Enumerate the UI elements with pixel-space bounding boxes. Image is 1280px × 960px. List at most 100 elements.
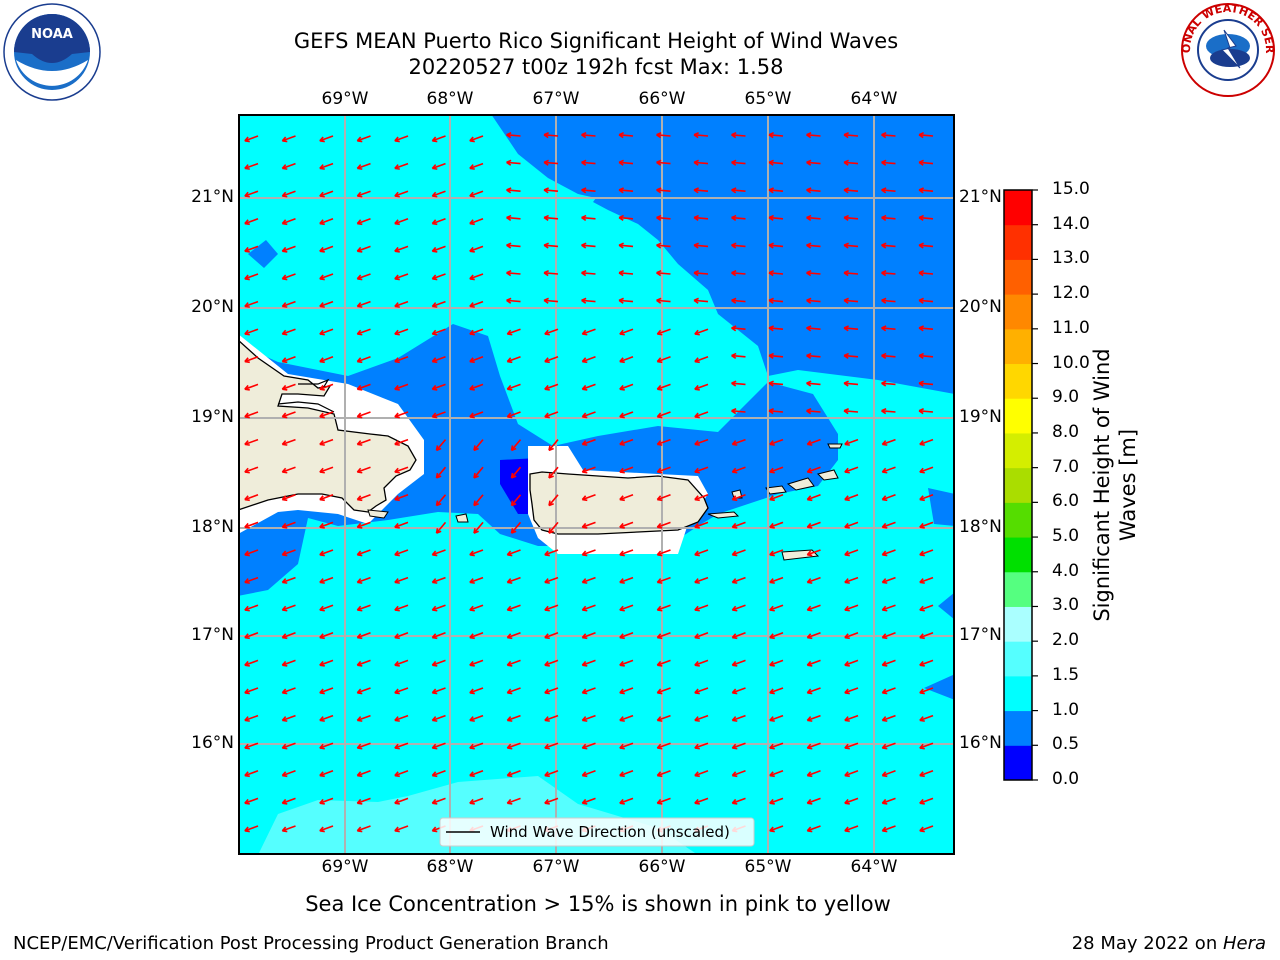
virgin-islands (765, 443, 843, 495)
wind-arrow (469, 770, 484, 777)
wind-arrow (244, 659, 259, 666)
lat-right-tick: 20°N (959, 297, 1002, 317)
wind-arrow (357, 328, 371, 335)
wind-arrow-head (431, 357, 437, 363)
wind-arrow (282, 162, 296, 170)
colorbar-tick-label: 9.0 (1052, 387, 1080, 408)
wind-arrow-head (806, 159, 812, 164)
wind-arrow (432, 273, 446, 280)
wind-arrow-head (319, 191, 324, 197)
wind-arrow-head (694, 412, 699, 418)
wind-arrow-head (731, 550, 737, 556)
wind-arrow (694, 659, 709, 666)
wind-arrow (432, 245, 446, 252)
wind-arrow (469, 742, 484, 749)
wind-arrow-head (281, 467, 287, 473)
wind-arrow (581, 161, 596, 165)
wind-arrow-head (618, 214, 624, 219)
wind-arrow (844, 687, 859, 694)
wind-arrow (319, 604, 334, 611)
wind-arrow-head (881, 187, 887, 191)
wind-arrow (507, 632, 521, 639)
wind-arrow-head (806, 798, 812, 804)
wind-arrow-head (769, 440, 774, 445)
wind-arrow-head (693, 297, 699, 302)
wind-arrow-head (731, 633, 737, 639)
wind-arrow (657, 770, 671, 777)
wind-arrow-head (469, 384, 474, 390)
wind-arrow (844, 521, 859, 528)
wind-arrow-head (694, 440, 699, 445)
wind-arrow (731, 216, 746, 220)
wind-arrow (918, 299, 934, 303)
wind-arrow-head (510, 528, 514, 534)
wind-arrow-head (656, 660, 662, 666)
wind-arrow (506, 133, 521, 137)
wind-arrow (244, 300, 259, 308)
wind-arrow (657, 659, 671, 666)
wind-arrow-head (244, 246, 249, 252)
wind-arrow (357, 411, 371, 418)
wind-arrow-head (244, 440, 249, 445)
wind-arrow (769, 770, 784, 777)
wind-arrow (548, 521, 559, 534)
colorbar-tick-label: 7.0 (1052, 456, 1080, 477)
wind-arrow (244, 328, 259, 335)
wind-arrow-head (473, 445, 476, 451)
wind-arrow (244, 632, 259, 639)
wind-arrow-head (769, 633, 774, 639)
wind-arrow-head (244, 716, 249, 721)
wind-arrow (548, 466, 559, 479)
wind-arrow-head (656, 716, 662, 721)
wind-arrow-head (769, 716, 774, 721)
wind-arrow-head (510, 445, 514, 451)
wind-arrow-head (618, 187, 624, 191)
wave-field-0.5-1.0-edge2 (924, 674, 954, 700)
wind-arrow-head (881, 716, 887, 721)
wind-arrow (844, 438, 859, 446)
wind-arrow-head (394, 771, 399, 777)
wave-field-0.5-1.0-ne (491, 115, 954, 394)
wind-arrow (807, 494, 821, 501)
wind-arrow (394, 300, 409, 308)
wind-arrow-head (244, 771, 249, 777)
wind-arrow-head (731, 297, 737, 302)
wind-arrow (319, 466, 334, 473)
wind-arrow-head (581, 798, 587, 804)
wind-arrow-head (319, 440, 324, 445)
wind-arrow-head (394, 716, 399, 721)
wind-arrow (732, 466, 746, 473)
wind-arrow-head (356, 578, 362, 583)
wind-arrow-head (768, 297, 774, 302)
wind-arrow (282, 714, 296, 722)
wind-arrow (543, 189, 559, 192)
wind-arrow (544, 714, 559, 722)
wind-arrow (619, 714, 634, 722)
wind-arrow (582, 687, 596, 694)
wind-arrow (469, 162, 484, 170)
wind-arrow (919, 521, 934, 528)
wind-arrow-head (431, 578, 437, 583)
wind-arrow-head (806, 242, 812, 246)
colorbar-segment (1004, 571, 1032, 607)
wind-arrow-head (919, 688, 924, 694)
wind-arrow-head (581, 688, 587, 694)
wind-arrow (548, 494, 559, 507)
wind-arrow (469, 356, 484, 363)
wind-arrow-head (694, 329, 699, 335)
wind-arrow-head (694, 467, 699, 473)
wind-arrow-head (918, 214, 924, 219)
wind-arrow (244, 162, 259, 170)
wind-arrow (282, 273, 296, 280)
wind-arrow (394, 494, 409, 501)
wind-arrow (919, 825, 934, 832)
wind-arrow (656, 216, 671, 220)
wind-arrow-head (581, 159, 587, 164)
wind-arrow (844, 466, 859, 473)
wind-arrow (694, 328, 709, 335)
wind-arrow (282, 218, 296, 225)
wind-arrow-head (919, 633, 924, 639)
wind-arrow (319, 825, 334, 832)
wind-arrow-head (619, 605, 624, 611)
wind-arrow-head (469, 633, 474, 639)
